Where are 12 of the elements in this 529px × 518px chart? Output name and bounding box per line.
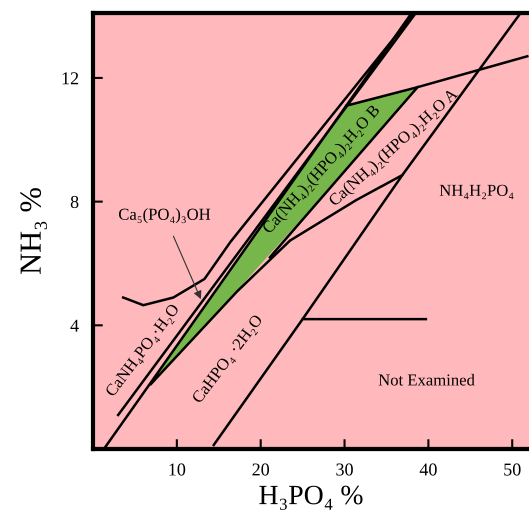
- y-tick-label: 4: [70, 320, 79, 332]
- x-tick-label: 20: [252, 463, 270, 476]
- x-tick-label: 30: [336, 463, 353, 476]
- x-tick-label: 10: [169, 463, 186, 476]
- x-tick-label: 40: [420, 463, 437, 476]
- y-tick-label: 12: [62, 72, 78, 84]
- annotation: Ca₅(PO₄)₃OH: [118, 208, 210, 224]
- x-axis-title: H₃PO₄ %: [259, 486, 363, 510]
- y-tick-label: 8: [70, 196, 78, 208]
- x-tick-label: 50: [504, 463, 521, 476]
- annotation: Not Examined: [378, 374, 475, 386]
- y-axis-title: NH₃ %: [20, 188, 47, 274]
